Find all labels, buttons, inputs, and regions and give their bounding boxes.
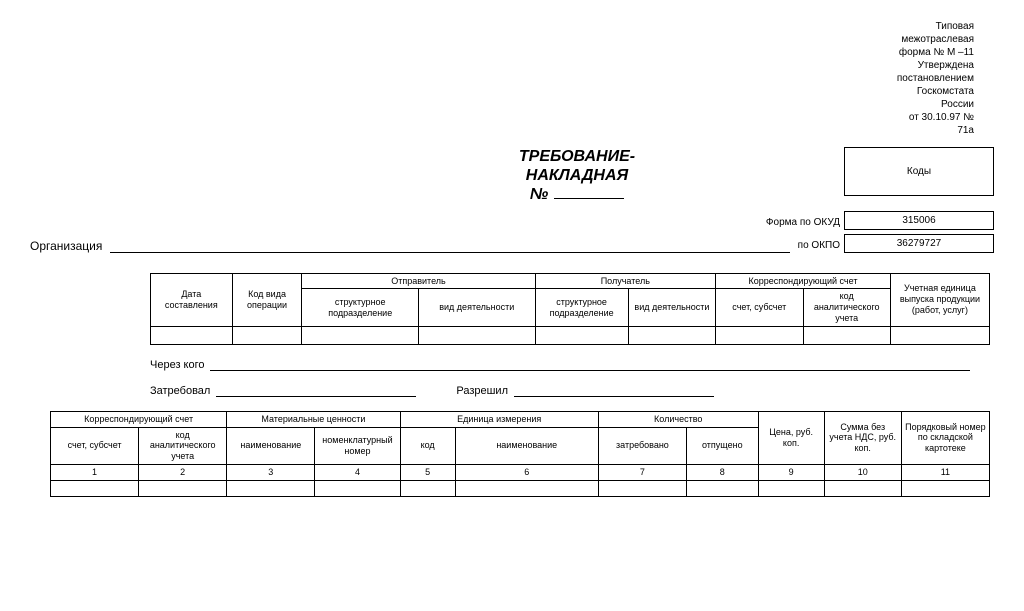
m-c1[interactable] <box>151 326 233 344</box>
through-label: Через кого <box>150 359 210 371</box>
ih-meas: Единица измерения <box>400 411 598 427</box>
codes-table: Коды <box>844 147 994 196</box>
in-3: 3 <box>227 464 315 480</box>
mh-receiver: Получатель <box>535 273 716 289</box>
ih-corr: Корреспондирующий счет <box>51 411 227 427</box>
hdr-l5: постановлением <box>30 72 974 85</box>
title-l1: ТРЕБОВАНИЕ- <box>310 147 844 166</box>
document-title: ТРЕБОВАНИЕ- НАКЛАДНАЯ № <box>30 147 844 205</box>
okpo-value: 36279727 <box>845 234 994 252</box>
org-label: Организация <box>30 239 110 253</box>
hdr-l3: форма № М –11 <box>30 46 974 59</box>
in-9: 9 <box>758 464 824 480</box>
ih-nomen: номенклатурный номер <box>315 427 400 464</box>
ic-3[interactable] <box>227 480 315 496</box>
in-4: 4 <box>315 464 400 480</box>
in-7: 7 <box>598 464 686 480</box>
ih-code: код <box>400 427 455 464</box>
hdr-l6: Госкомстата <box>30 85 974 98</box>
mh-r-activity: вид деятельности <box>628 289 715 326</box>
main-table: Дата составления Код вида операции Отпра… <box>150 273 990 345</box>
hdr-l1: Типовая <box>30 20 974 33</box>
ih-rel: отпущено <box>686 427 758 464</box>
items-table: Корреспондирующий счет Материальные ценн… <box>50 411 990 497</box>
codes-head: Коды <box>845 148 994 196</box>
m-c8[interactable] <box>803 326 890 344</box>
okpo-label: по ОКПО <box>798 240 844 253</box>
ih-sum: Сумма без учета НДС, руб. коп. <box>824 411 901 464</box>
in-6: 6 <box>455 464 598 480</box>
doc-number-field[interactable] <box>554 185 624 199</box>
ic-10[interactable] <box>824 480 901 496</box>
allow-field[interactable] <box>514 383 714 397</box>
mh-opcode: Код вида операции <box>232 273 302 326</box>
mh-s-activity: вид деятельности <box>418 289 535 326</box>
ic-5[interactable] <box>400 480 455 496</box>
ih-acct: счет, субсчет <box>51 427 139 464</box>
hdr-l7: России <box>30 98 974 111</box>
allow-label: Разрешил <box>456 385 514 397</box>
hdr-l2: межотраслевая <box>30 33 974 46</box>
ih-measname: наименование <box>455 427 598 464</box>
in-5: 5 <box>400 464 455 480</box>
mh-acct: счет, субсчет <box>716 289 803 326</box>
ih-req: затребовано <box>598 427 686 464</box>
okud-value: 315006 <box>845 211 994 229</box>
mh-corr: Корреспондирующий счет <box>716 273 891 289</box>
title-l2: НАКЛАДНАЯ <box>310 166 844 185</box>
through-field[interactable] <box>210 357 970 371</box>
ic-8[interactable] <box>686 480 758 496</box>
hdr-l8: от 30.10.97 № <box>30 111 974 124</box>
ih-mat: Материальные ценности <box>227 411 400 427</box>
in-8: 8 <box>686 464 758 480</box>
ih-price: Цена, руб. коп. <box>758 411 824 464</box>
hdr-l4: Утверждена <box>30 59 974 72</box>
ic-9[interactable] <box>758 480 824 496</box>
org-field[interactable] <box>110 239 789 253</box>
m-c6[interactable] <box>628 326 715 344</box>
ic-7[interactable] <box>598 480 686 496</box>
mh-r-struct: структурное подразделение <box>535 289 628 326</box>
ih-qty: Количество <box>598 411 758 427</box>
mh-s-struct: структурное подразделение <box>302 289 419 326</box>
form-header: Типовая межотраслевая форма № М –11 Утве… <box>30 20 994 137</box>
okud-label: Форма по ОКУД <box>766 217 844 230</box>
m-c7[interactable] <box>716 326 803 344</box>
title-l3: № <box>530 186 548 203</box>
req-label: Затребовал <box>150 385 216 397</box>
mh-unit: Учетная единица выпуска продукции (работ… <box>890 273 989 326</box>
hdr-l9: 71а <box>30 124 974 137</box>
m-c5[interactable] <box>535 326 628 344</box>
ih-ord: Порядковый номер по складской картотеке <box>901 411 989 464</box>
ih-name: наименование <box>227 427 315 464</box>
ic-2[interactable] <box>139 480 227 496</box>
m-c3[interactable] <box>302 326 419 344</box>
in-11: 11 <box>901 464 989 480</box>
mh-sender: Отправитель <box>302 273 535 289</box>
ic-6[interactable] <box>455 480 598 496</box>
m-c9[interactable] <box>890 326 989 344</box>
ic-1[interactable] <box>51 480 139 496</box>
req-field[interactable] <box>216 383 416 397</box>
ic-11[interactable] <box>901 480 989 496</box>
m-c2[interactable] <box>232 326 302 344</box>
in-1: 1 <box>51 464 139 480</box>
in-10: 10 <box>824 464 901 480</box>
mh-date: Дата составления <box>151 273 233 326</box>
ic-4[interactable] <box>315 480 400 496</box>
ih-analytic: код аналитического учета <box>139 427 227 464</box>
in-2: 2 <box>139 464 227 480</box>
m-c4[interactable] <box>418 326 535 344</box>
mh-analytic: код аналитического учета <box>803 289 890 326</box>
